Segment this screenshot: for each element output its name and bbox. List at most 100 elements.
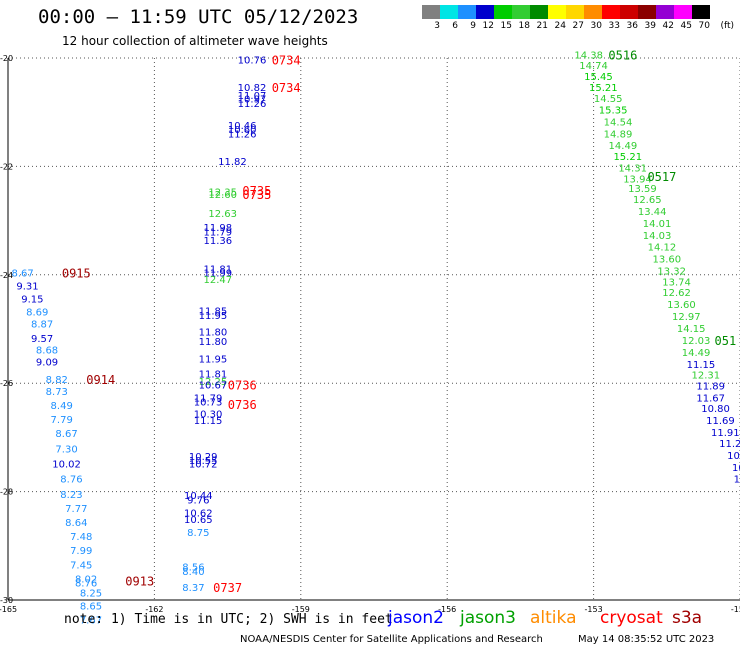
swh-value-label: 10.67 [199,380,228,391]
swh-value-label: 12.31 [692,371,721,382]
legend-swatch [494,5,512,19]
swh-value-label: 8.37 [182,583,204,594]
swh-value-label: 12.47 [204,275,233,286]
swh-value-label: 12.63 [208,209,237,220]
legend-label: 24 [554,21,566,31]
satellite-label-altika: altika [530,608,577,628]
swh-value-label: 10.65 [184,515,213,526]
swh-value-label: 13.44 [638,207,667,218]
legend-swatch [548,5,566,19]
pass-time-label: 0517 [647,170,676,184]
x-tick-label: -165 [0,605,17,614]
chart-title: 00:00 – 11:59 UTC 05/12/2023 [38,6,359,28]
swh-value-label: 7.30 [55,444,77,455]
swh-value-label: 11.98 [204,223,233,234]
swh-value-label: 11.91 [711,428,740,439]
wave-height-legend: 3 6 9 12 15 18 21 24 27 30 33 36 39 42 45 70 (ft) [422,5,734,31]
swh-value-label: 8.40 [182,567,204,578]
swh-value-label: 10.55 [189,456,218,467]
swh-value-label: 14.54 [604,117,633,128]
swh-value-label: 11.89 [696,381,725,392]
swh-value-label: 8.56 [182,562,204,573]
swh-value-label: 8.64 [65,518,87,529]
swh-value-label: 13.60 [667,300,696,311]
swh-value-label: 14.74 [579,61,608,72]
satellite-label-jason3: jason3 [460,608,516,628]
swh-value-label: 9.15 [21,295,43,306]
swh-value-label: 8.67 [55,429,77,440]
pass-time-label: 0737 [213,581,242,595]
swh-value-label: 8.73 [46,387,68,398]
swh-value-label: 8.68 [36,346,58,357]
swh-value-label: 10.97 [238,95,267,106]
swh-value-label: 11.95 [199,311,228,322]
swh-value-label: 10.76 [238,56,267,67]
swh-value-label: 11.85 [199,307,228,318]
footnote: note: 1) Time is in UTC; 2) SWH is in fe… [64,612,393,627]
pass-time-label: 0736 [228,398,257,412]
legend-unit: (ft) [720,21,734,31]
swh-value-label: 7.48 [70,532,92,543]
swh-value-label: 8.67 [12,269,34,280]
satellite-label-cryosat: cryosat [600,608,663,628]
pass-time-label: 051 [715,334,737,348]
legend-label: 39 [644,21,656,31]
swh-value-label: 15.21 [589,83,618,94]
swh-value-label: 8.69 [26,308,48,319]
swh-value-label: 14.12 [648,243,677,254]
swh-value-label: 11.79 [194,393,223,404]
legend-swatch [530,5,548,19]
y-tick-label: -22 [0,162,13,171]
y-tick-label: -26 [0,379,13,388]
swh-value-label: 7.67 [80,616,102,627]
swh-value-label: 8.76 [75,579,97,590]
swh-value-label: 14.89 [604,129,633,140]
swh-value-label: 11.69 [706,416,735,427]
swh-value-label: 12.35 [208,187,237,198]
swh-value-label: 14.31 [618,164,647,175]
legend-label: 15 [500,21,512,31]
swh-value-label: 11.95 [199,354,228,365]
x-tick-label: -159 [292,605,310,614]
swh-value-label: 13.74 [662,277,691,288]
swh-value-label: 11.99 [204,269,233,280]
legend-label: 36 [626,21,638,31]
pass-time-label: 0734 [272,81,301,95]
pass-time-label: 0735 [242,184,271,198]
legend-swatch [584,5,602,19]
legend-label: 12 [482,21,494,31]
swh-value-label: 8.23 [60,490,82,501]
swh-value-label: 10.30 [194,410,223,421]
satellite-label-s3a: s3a [672,608,703,628]
swh-value-label: 11.15 [687,360,716,371]
swh-value-label: 14.01 [643,219,672,230]
chart-subtitle: 12 hour collection of altimeter wave hei… [62,34,328,48]
y-tick-label: -24 [0,271,13,280]
swh-value-label: 14.38 [574,50,603,61]
swh-value-label: 11.80 [199,337,228,348]
legend-label: 6 [452,21,458,31]
credit-text: NOAA/NESDIS Center for Satellite Applica… [240,634,543,645]
swh-value-label: 10.46 [228,121,257,132]
pass-time-label: 0734 [272,54,301,68]
x-tick-label: -150 [731,605,740,614]
swh-value-label: 8.82 [46,375,68,386]
swh-value-label: 10.44 [184,491,213,502]
swh-value-label: 11.26 [238,99,267,110]
legend-swatch [476,5,494,19]
swh-value-label: 11.07 [238,91,267,102]
swh-value-label: 11.82 [218,157,247,168]
swh-value-label: 10.02 [52,460,81,471]
legend-swatch [422,5,440,19]
swh-value-label: 14.49 [682,348,711,359]
legend-label: 21 [536,21,548,31]
swh-value-label: 8.25 [80,588,102,599]
swh-value-label: 11.36 [204,236,233,247]
x-tick-label: -162 [145,605,163,614]
swh-value-label: 7.99 [70,546,92,557]
legend-label: 30 [590,21,602,31]
swh-value-label: 12.60 [208,190,237,201]
satellite-label-jason2: jason2 [388,608,444,628]
swh-value-label: 15.35 [599,106,628,117]
